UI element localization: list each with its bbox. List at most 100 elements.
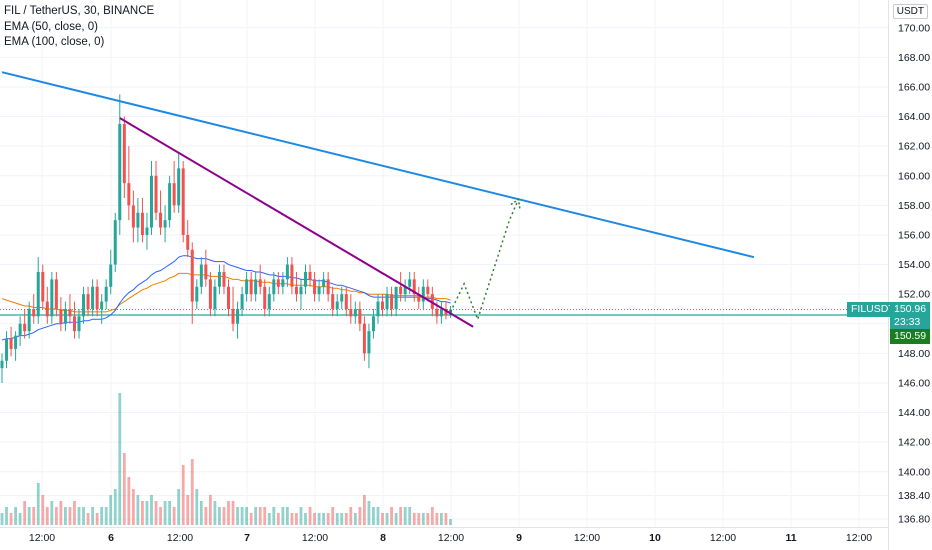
candle-body <box>439 308 443 317</box>
candle-body <box>399 286 403 295</box>
volume-bar <box>285 507 289 525</box>
ema100-line <box>1 272 451 313</box>
price-tick-label: 156.00 <box>898 229 930 241</box>
candle-body <box>172 183 176 206</box>
volume-bar <box>281 507 285 525</box>
time-axis[interactable]: 12:00 6 12:00 7 12:00 8 12:00 9 12:00 10 12:00 11 12… <box>0 527 888 550</box>
volume-bar <box>236 507 239 525</box>
candle-body <box>390 294 394 309</box>
candle-body <box>177 168 181 206</box>
volume-bar <box>195 489 199 525</box>
volume-bar <box>349 507 353 525</box>
volume-bar <box>344 513 348 525</box>
symbol-tag: FILUSDT <box>847 301 899 317</box>
price-axis[interactable]: 170.00 168.00 166.00 164.00 162.00 160.00 158.… <box>888 0 932 550</box>
time-tick-label: 12:00 <box>167 532 193 544</box>
volume-bar <box>68 507 72 525</box>
candle-body <box>367 331 371 354</box>
candle-body <box>353 308 357 317</box>
price-tick-label: 140.00 <box>898 466 930 478</box>
volume-bar <box>86 513 90 525</box>
volume-bar <box>367 501 371 525</box>
legend-ema50[interactable]: EMA (50, close, 0) <box>4 20 98 33</box>
price-tick-label: 146.00 <box>898 377 930 389</box>
volume-bars <box>0 393 452 525</box>
time-tick-label: 12:00 <box>29 532 55 544</box>
candle-body <box>168 183 172 221</box>
trend-lines[interactable] <box>1 71 755 328</box>
volume-bar <box>440 513 443 525</box>
candle-body <box>204 264 208 280</box>
candle-body <box>217 271 221 287</box>
grid-lines <box>0 0 888 527</box>
volume-bar <box>304 513 307 525</box>
currency-button[interactable]: USDT <box>892 4 928 19</box>
volume-bar <box>50 501 54 525</box>
candle-body <box>14 335 18 349</box>
candle-body <box>308 271 312 280</box>
volume-bar <box>54 507 58 525</box>
candle-body <box>349 308 353 317</box>
candle-body <box>231 308 235 324</box>
candle-body <box>190 249 194 302</box>
volume-bar <box>95 513 99 525</box>
candle-body <box>41 271 45 302</box>
candle-body <box>222 271 226 287</box>
volume-bar <box>159 507 162 525</box>
last-price-tag: 150.96 23:33 <box>890 301 931 330</box>
volume-bar <box>150 495 153 525</box>
candle-body <box>18 323 22 336</box>
candle-body <box>358 308 362 324</box>
volume-bar <box>218 507 221 525</box>
candle-body <box>181 168 185 235</box>
candle-body <box>32 308 36 317</box>
candle-body <box>86 294 90 309</box>
candle-body <box>362 323 366 354</box>
volume-bar <box>91 507 94 525</box>
candle-body <box>131 205 135 228</box>
legend-ema100[interactable]: EMA (100, close, 0) <box>4 36 105 48</box>
volume-bar <box>399 507 403 525</box>
time-tick-label: 11 <box>785 532 796 544</box>
volume-bar <box>313 513 316 525</box>
volume-bar <box>227 501 230 525</box>
candle-body <box>276 279 280 287</box>
volume-bar <box>222 507 226 525</box>
candle-body <box>122 123 126 184</box>
candle-body <box>149 175 153 228</box>
volume-bar <box>258 507 262 525</box>
volume-bar <box>331 507 335 525</box>
volume-bar <box>421 513 425 525</box>
candle-body <box>227 286 230 309</box>
candle-body <box>281 279 285 287</box>
candle-body <box>95 286 99 309</box>
volume-bar <box>353 513 357 525</box>
candle-body <box>245 279 249 295</box>
volume-bar <box>82 507 85 525</box>
volume-bar <box>145 501 149 525</box>
volume-bar <box>9 513 13 525</box>
candle-body <box>285 264 289 280</box>
time-tick-label: 7 <box>244 532 250 544</box>
candle-body <box>344 294 348 309</box>
time-tick-label: 12:00 <box>574 532 600 544</box>
time-tick-label: 6 <box>108 532 114 544</box>
ema-lines <box>1 255 451 341</box>
volume-bar <box>335 513 339 525</box>
candle-body <box>36 271 40 317</box>
volume-bar <box>317 513 321 525</box>
candle-body <box>59 308 63 324</box>
candle-body <box>77 316 81 332</box>
candle-body <box>381 301 385 309</box>
volume-bar <box>322 513 326 525</box>
volume-bar <box>276 513 280 525</box>
volume-bar <box>73 501 76 525</box>
legend-title[interactable]: FIL / TetherUS, 30, BINANCE <box>4 5 155 17</box>
price-tick-label: 162.00 <box>898 141 930 153</box>
volume-bar <box>358 507 362 525</box>
projection-path <box>449 199 520 322</box>
candle-body <box>9 338 13 349</box>
volume-bar <box>213 501 217 525</box>
candle-body <box>322 279 326 287</box>
